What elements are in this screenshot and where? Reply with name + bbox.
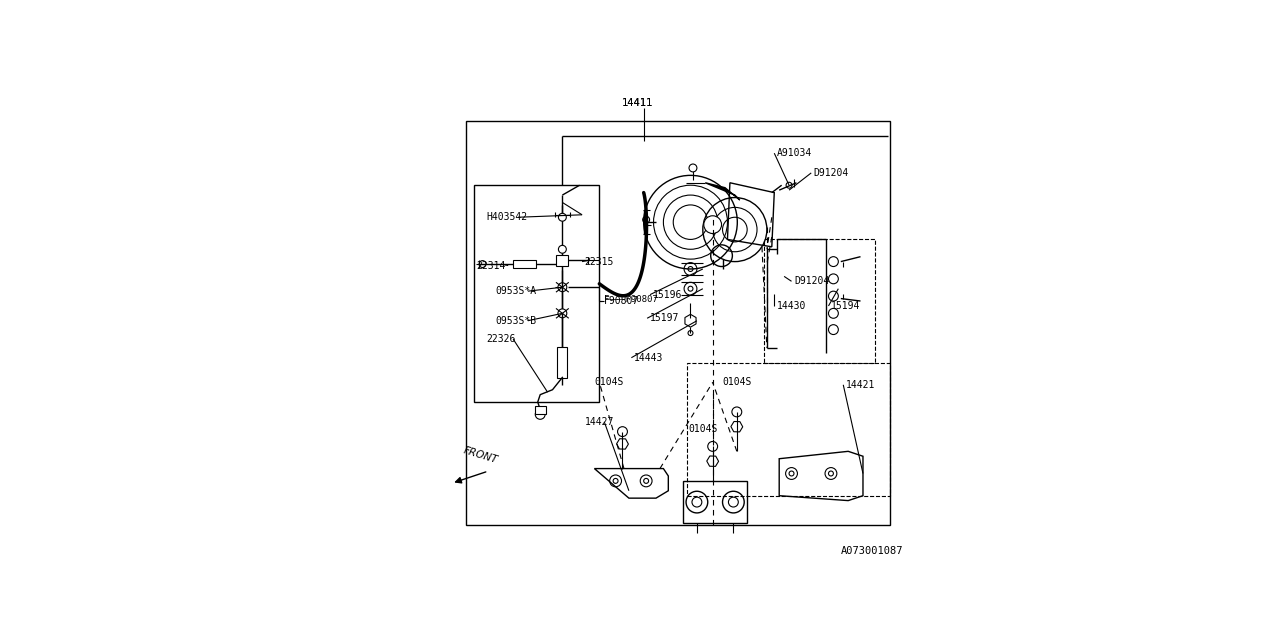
Text: 15197: 15197 xyxy=(649,313,678,323)
Text: A91034: A91034 xyxy=(777,148,812,158)
Text: 14411: 14411 xyxy=(622,98,653,108)
Text: 0953S*B: 0953S*B xyxy=(495,316,538,326)
Text: D91204: D91204 xyxy=(814,168,849,178)
Text: F———F90807: F———F90807 xyxy=(604,295,658,304)
Text: 14430: 14430 xyxy=(777,301,806,311)
Text: A073001087: A073001087 xyxy=(841,546,904,556)
Polygon shape xyxy=(705,183,740,200)
Text: 14443: 14443 xyxy=(634,353,663,363)
Text: 0104S: 0104S xyxy=(594,378,623,387)
Text: 14427: 14427 xyxy=(585,417,614,427)
Text: FRONT: FRONT xyxy=(462,445,499,466)
FancyBboxPatch shape xyxy=(513,260,536,268)
Circle shape xyxy=(558,309,567,318)
Circle shape xyxy=(535,410,545,419)
Circle shape xyxy=(558,283,567,292)
Circle shape xyxy=(558,245,566,253)
FancyBboxPatch shape xyxy=(535,406,545,414)
Circle shape xyxy=(704,216,722,234)
Text: D91204: D91204 xyxy=(794,276,829,286)
Circle shape xyxy=(689,164,696,172)
Text: 15196: 15196 xyxy=(653,290,682,300)
Text: 22315: 22315 xyxy=(585,257,614,267)
Text: 15194: 15194 xyxy=(831,301,860,311)
Circle shape xyxy=(558,213,566,221)
Text: H403542: H403542 xyxy=(486,212,527,222)
Text: 0953S*A: 0953S*A xyxy=(495,286,538,296)
Text: 14421: 14421 xyxy=(846,380,876,390)
FancyBboxPatch shape xyxy=(557,255,568,266)
Text: 0104S: 0104S xyxy=(689,424,717,434)
FancyBboxPatch shape xyxy=(558,347,567,378)
Text: 22326: 22326 xyxy=(486,334,516,344)
Text: 22314: 22314 xyxy=(476,260,506,271)
Text: F90807: F90807 xyxy=(604,296,640,306)
Text: 0104S: 0104S xyxy=(722,378,751,387)
Text: 14411: 14411 xyxy=(622,98,653,108)
